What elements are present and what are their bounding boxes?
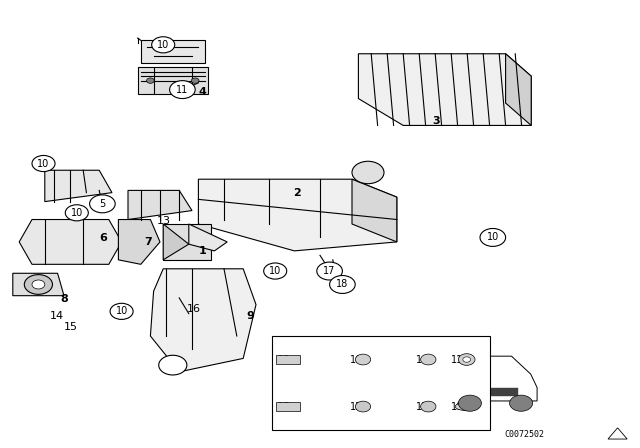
Text: 13: 13 (157, 216, 171, 226)
Polygon shape (358, 54, 531, 125)
Polygon shape (163, 224, 211, 260)
Circle shape (159, 355, 187, 375)
Circle shape (458, 395, 481, 411)
Circle shape (90, 195, 115, 213)
Circle shape (355, 401, 371, 412)
Circle shape (458, 354, 475, 366)
Polygon shape (189, 224, 227, 251)
FancyBboxPatch shape (276, 401, 300, 411)
Circle shape (420, 354, 436, 365)
Text: 14: 14 (415, 354, 428, 365)
Circle shape (32, 280, 45, 289)
Polygon shape (138, 67, 208, 94)
Text: 16: 16 (350, 354, 362, 365)
Polygon shape (506, 54, 531, 125)
Polygon shape (13, 273, 64, 296)
Text: 14: 14 (50, 311, 64, 321)
Circle shape (24, 275, 52, 294)
Circle shape (352, 161, 384, 184)
Circle shape (147, 78, 154, 83)
Text: 6: 6 (99, 233, 107, 243)
Text: 10: 10 (37, 159, 50, 168)
Text: 1: 1 (198, 246, 206, 256)
Text: 17: 17 (323, 266, 336, 276)
Circle shape (152, 37, 175, 53)
Ellipse shape (455, 403, 478, 410)
Polygon shape (473, 388, 518, 396)
Polygon shape (45, 170, 112, 202)
Circle shape (170, 81, 195, 99)
Text: 10: 10 (451, 401, 463, 412)
Text: 4: 4 (198, 87, 206, 97)
Text: 7: 7 (145, 237, 152, 247)
Circle shape (330, 276, 355, 293)
Text: 3: 3 (432, 116, 440, 126)
Circle shape (463, 357, 470, 362)
Text: 18: 18 (336, 280, 349, 289)
Text: 10: 10 (115, 306, 128, 316)
Text: 11: 11 (451, 354, 463, 365)
Text: 10: 10 (70, 208, 83, 218)
Polygon shape (141, 40, 205, 63)
FancyBboxPatch shape (272, 336, 490, 430)
Text: 10: 10 (486, 233, 499, 242)
Circle shape (317, 262, 342, 280)
Polygon shape (454, 356, 537, 401)
Polygon shape (352, 179, 397, 242)
Text: 5: 5 (99, 199, 106, 209)
Circle shape (264, 263, 287, 279)
Text: 15: 15 (64, 322, 78, 332)
Circle shape (420, 401, 436, 412)
Polygon shape (128, 190, 192, 220)
Polygon shape (118, 220, 160, 264)
Text: 10: 10 (269, 266, 282, 276)
FancyBboxPatch shape (276, 355, 300, 365)
Text: 12: 12 (415, 401, 428, 412)
Text: 8: 8 (61, 294, 68, 304)
Polygon shape (198, 179, 397, 251)
Text: 9: 9 (246, 311, 254, 321)
Circle shape (191, 78, 199, 83)
Text: C0072502: C0072502 (505, 430, 545, 439)
Circle shape (110, 303, 133, 319)
Text: 2: 2 (293, 188, 301, 198)
Text: 18: 18 (278, 354, 291, 365)
Polygon shape (150, 269, 256, 372)
Polygon shape (19, 220, 122, 264)
Circle shape (480, 228, 506, 246)
Text: 17: 17 (278, 401, 291, 412)
Circle shape (355, 354, 371, 365)
Circle shape (32, 155, 55, 172)
Circle shape (65, 205, 88, 221)
Text: 15: 15 (350, 401, 363, 412)
Circle shape (509, 395, 532, 411)
Polygon shape (163, 224, 189, 260)
Text: 11: 11 (176, 85, 189, 95)
Text: 10: 10 (157, 40, 170, 50)
Text: 16: 16 (187, 304, 201, 314)
